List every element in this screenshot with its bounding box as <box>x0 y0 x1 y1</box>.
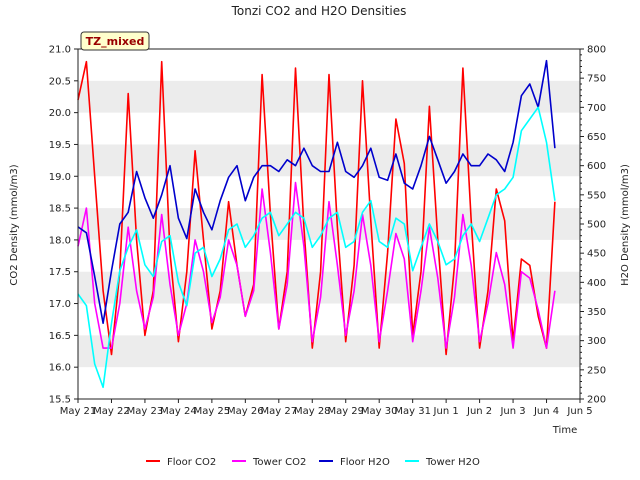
x-tick-label: May 31 <box>394 406 431 417</box>
y-right-tick-label: 750 <box>587 74 606 85</box>
y-right-tick-label: 200 <box>587 395 606 406</box>
grid-band <box>78 208 580 240</box>
y-right-tick-label: 800 <box>587 45 606 56</box>
x-tick-label: May 30 <box>361 406 398 417</box>
y-right-tick-label: 250 <box>587 365 606 376</box>
x-tick-label: Jun 1 <box>433 406 459 417</box>
x-tick-label: May 26 <box>227 406 264 417</box>
x-axis-title: Time <box>552 425 577 436</box>
x-tick-label: May 25 <box>194 406 231 417</box>
x-tick-label: May 27 <box>261 406 298 417</box>
y-left-tick-label: 15.5 <box>49 395 71 406</box>
plot-lines <box>77 59 556 389</box>
y-right-tick-label: 300 <box>587 336 606 347</box>
y-left-tick-label: 21.0 <box>49 45 71 56</box>
badge-box <box>80 31 150 51</box>
y-left-ticks: 15.5 16.0 16.5 17.0 17.5 18.0 18.5 19.0 19.5 20.0… <box>49 45 78 406</box>
grid-bands <box>78 80 580 368</box>
x-tick-label: Jun 3 <box>499 406 525 417</box>
y-right-tick-label: 550 <box>587 190 606 201</box>
y-left-tick-label: 17.5 <box>49 267 71 278</box>
y-left-tick-label: 16.5 <box>49 331 71 342</box>
badge-label: TZ_mixed <box>86 35 145 48</box>
y-left-tick-label: 16.0 <box>49 363 71 374</box>
x-tick-label: May 21 <box>60 406 97 417</box>
legend-label-tower-h2o: Tower H2O <box>425 457 480 468</box>
x-tick-label: Jun 4 <box>533 406 559 417</box>
legend-label-floor-h2o: Floor H2O <box>340 457 390 468</box>
y-right-axis-title: H2O Density (mmol/m3) <box>620 164 631 286</box>
y-right-tick-label: 600 <box>587 161 606 172</box>
y-left-tick-label: 17.0 <box>49 299 71 310</box>
series-line-tower-h2o <box>77 106 556 389</box>
y-left-axis-title: CO2 Density (mmol/m3) <box>9 164 20 285</box>
y-right-tick-label: 350 <box>587 307 606 318</box>
y-right-ticks: 200 250 300 350 400 450 500 550 600 650 700 750 800 <box>580 45 606 406</box>
x-tick-label: May 28 <box>294 406 331 417</box>
y-left-tick-label: 19.0 <box>49 172 71 183</box>
x-tick-label: May 29 <box>327 406 364 417</box>
y-left-tick-label: 19.5 <box>49 140 71 151</box>
series-line-floor-co2 <box>77 60 556 356</box>
legend-label-floor-co2: Floor CO2 <box>167 457 216 468</box>
y-right-tick-label: 650 <box>587 132 606 143</box>
y-left-tick-label: 20.5 <box>49 76 71 87</box>
y-left-tick-label: 18.5 <box>49 204 71 215</box>
y-right-tick-label: 400 <box>587 278 606 289</box>
legend: Floor CO2 Tower CO2 Floor H2O Tower H2O <box>146 457 480 468</box>
y-left-tick-label: 20.0 <box>49 108 71 119</box>
x-tick-label: May 24 <box>160 406 197 417</box>
x-tick-label: Jun 5 <box>566 406 592 417</box>
y-right-tick-label: 450 <box>587 249 606 260</box>
y-right-tick-label: 700 <box>587 103 606 114</box>
x-tick-label: May 23 <box>127 406 164 417</box>
x-tick-label: Jun 2 <box>466 406 492 417</box>
chart-title: Tonzi CO2 and H2O Densities <box>231 4 407 18</box>
y-right-tick-label: 500 <box>587 220 606 231</box>
badge: TZ_mixed <box>80 31 150 51</box>
grid-band <box>78 335 580 368</box>
y-left-tick-label: 18.0 <box>49 235 71 246</box>
legend-label-tower-co2: Tower CO2 <box>252 457 306 468</box>
grid-band <box>78 271 580 304</box>
x-tick-label: May 22 <box>93 406 130 417</box>
series-line-floor-h2o <box>77 59 556 325</box>
